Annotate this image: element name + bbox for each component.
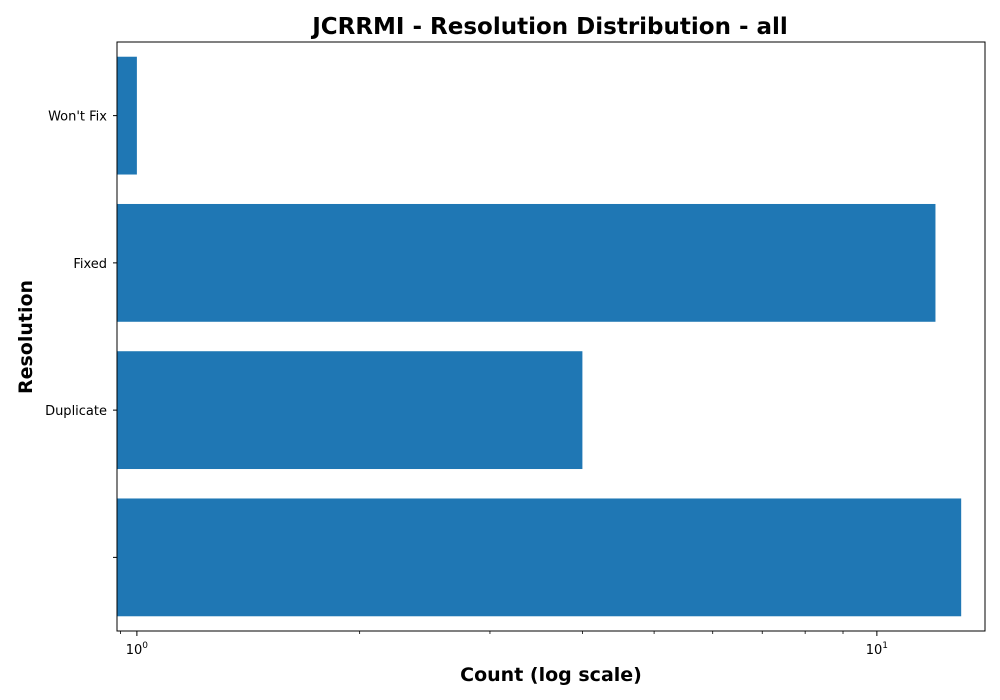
y-tick-label-2: Fixed (73, 257, 107, 272)
x-axis-ticks: 100 101 (120, 631, 888, 658)
bar-2 (117, 203, 936, 322)
y-axis-ticks: Duplicate Fixed Won't Fix (45, 110, 117, 558)
y-tick-label-3: Won't Fix (48, 110, 107, 125)
bar-0 (117, 498, 962, 617)
x-axis-label: Count (log scale) (460, 664, 642, 686)
bar-1 (117, 351, 583, 470)
bar-3 (117, 56, 137, 175)
y-tick-label-1: Duplicate (45, 404, 107, 419)
x-tick-label-0: 100 (126, 641, 149, 658)
x-tick-label-1: 101 (866, 641, 888, 658)
chart-title: JCRRMI - Resolution Distribution - all (310, 14, 788, 40)
bars-group (117, 56, 962, 617)
plot-area-frame (116, 41, 986, 632)
y-axis-label: Resolution (15, 280, 37, 394)
